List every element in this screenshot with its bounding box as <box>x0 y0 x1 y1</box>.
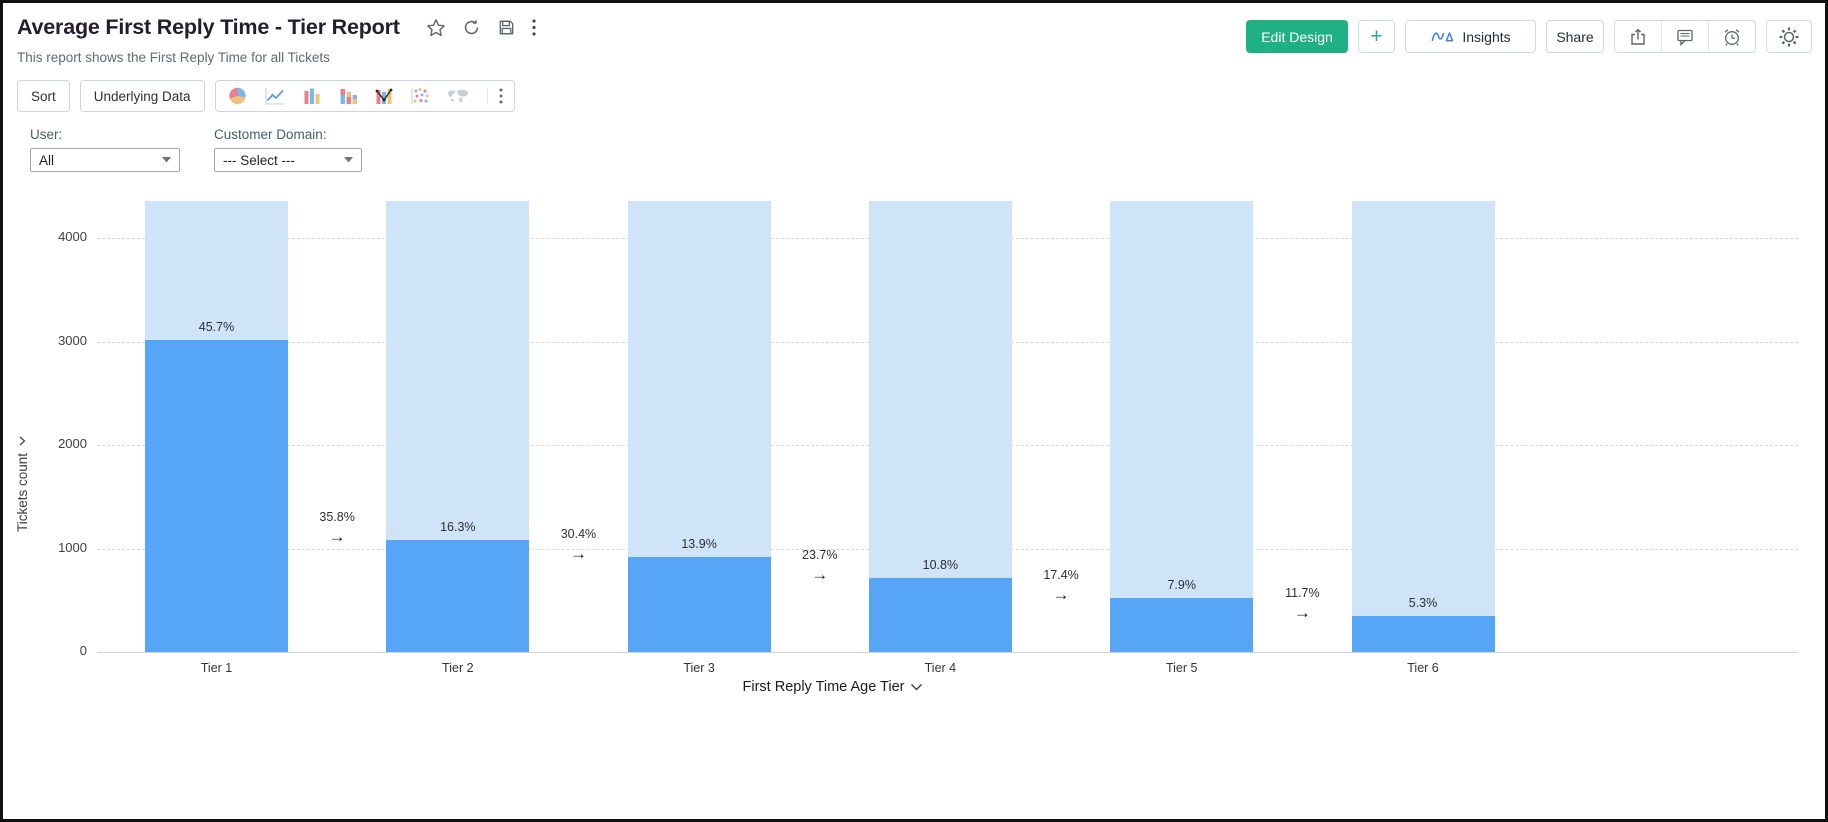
report-description: This report shows the First Reply Time f… <box>17 50 330 65</box>
bar-percent-label: 7.9% <box>1167 578 1196 593</box>
conversion-step: 35.8% → <box>292 510 382 546</box>
chart-canvas: Tickets count First Reply Time Age Tier … <box>3 193 1825 725</box>
customer-domain-filter-select[interactable]: --- Select --- <box>214 148 362 172</box>
bar-segment[interactable] <box>386 540 530 652</box>
y-tick-label: 4000 <box>58 229 87 245</box>
caret-down-icon <box>162 157 171 163</box>
edit-design-button[interactable]: Edit Design <box>1246 20 1348 53</box>
header-icon-group <box>1614 20 1756 53</box>
scatter-chart-icon[interactable] <box>410 86 430 106</box>
y-axis-title-text: Tickets count <box>15 452 30 533</box>
bar-background <box>1351 201 1495 652</box>
category-label: Tier 5 <box>1165 661 1198 675</box>
page-title: Average First Reply Time - Tier Report <box>17 15 400 39</box>
bar-chart-icon[interactable] <box>302 86 322 106</box>
x-axis-title-text: First Reply Time Age Tier <box>742 679 905 695</box>
user-filter-label: User: <box>30 127 63 142</box>
chart-type-switcher <box>214 80 515 112</box>
header-actions: Edit Design + Insights Share <box>1246 20 1812 53</box>
sort-button[interactable]: Sort <box>17 80 70 112</box>
conversion-step: 17.4% → <box>1016 568 1106 604</box>
bar-percent-label: 10.8% <box>922 558 959 573</box>
conversion-step: 11.7% → <box>1257 586 1347 622</box>
bar-segment[interactable] <box>627 557 771 652</box>
bar-background <box>1110 201 1254 652</box>
alerts-alarm-icon[interactable] <box>1708 21 1755 52</box>
bar-percent-label: 13.9% <box>681 537 717 552</box>
y-axis-title-wrap: Tickets count <box>15 358 30 608</box>
line-chart-icon[interactable] <box>264 86 286 106</box>
conversion-percent-label: 35.8% <box>319 510 355 525</box>
insights-button-label: Insights <box>1462 28 1511 45</box>
bar-percent-label: 16.3% <box>440 520 476 535</box>
category-label: Tier 3 <box>683 661 715 675</box>
conversion-percent-label: 23.7% <box>802 548 838 563</box>
category-label: Tier 1 <box>200 661 233 675</box>
right-arrow-icon: → <box>1293 602 1311 622</box>
add-button[interactable]: + <box>1358 20 1395 53</box>
export-icon[interactable] <box>1615 21 1661 52</box>
conversion-percent-label: 17.4% <box>1043 568 1079 583</box>
y-tick-label: 1000 <box>58 539 87 555</box>
underlying-data-button[interactable]: Underlying Data <box>79 80 205 112</box>
y-axis-title[interactable]: Tickets count <box>15 434 30 532</box>
bar-segment[interactable] <box>1110 598 1254 652</box>
favorite-star-icon[interactable] <box>426 18 446 38</box>
zia-insights-icon <box>1430 28 1455 45</box>
user-filter-select[interactable]: All <box>30 148 180 172</box>
user-filter-value: All <box>39 152 55 168</box>
right-arrow-icon: → <box>1052 585 1070 605</box>
y-tick-label: 3000 <box>58 332 87 348</box>
y-tick-label: 0 <box>79 643 87 658</box>
category-label: Tier 6 <box>1407 661 1439 675</box>
customer-domain-filter: Customer Domain: --- Select --- <box>214 127 362 172</box>
customer-domain-filter-label: Customer Domain: <box>214 127 327 142</box>
bar-percent-label: 5.3% <box>1408 595 1438 610</box>
pie-chart-icon[interactable] <box>227 86 248 106</box>
conversion-percent-label: 11.7% <box>1285 585 1320 600</box>
right-arrow-icon: → <box>811 565 829 585</box>
share-button[interactable]: Share <box>1546 20 1604 53</box>
filter-bar: User: All Customer Domain: --- Select --… <box>30 127 362 172</box>
right-arrow-icon: → <box>328 527 346 547</box>
x-axis-title[interactable]: First Reply Time Age Tier <box>693 679 973 695</box>
y-tick-label: 2000 <box>58 436 87 452</box>
bar-segment[interactable] <box>145 339 288 652</box>
insights-button[interactable]: Insights <box>1405 20 1536 53</box>
x-axis-line <box>97 652 1798 653</box>
conversion-step: 30.4% → <box>533 527 623 563</box>
bar-background <box>868 201 1012 652</box>
save-icon[interactable] <box>497 18 516 37</box>
conversion-step: 23.7% → <box>775 548 865 584</box>
refresh-icon[interactable] <box>462 18 481 37</box>
map-chart-icon[interactable] <box>446 88 470 105</box>
caret-down-icon <box>344 157 353 163</box>
report-toolbar: Sort Underlying Data <box>17 80 515 112</box>
report-header: Average First Reply Time - Tier Report <box>17 15 536 40</box>
x-axis-chevron-down-icon <box>911 683 923 690</box>
customer-domain-filter-value: --- Select --- <box>223 152 295 168</box>
combo-chart-icon[interactable] <box>374 86 394 106</box>
user-filter: User: All <box>30 127 180 172</box>
right-arrow-icon: → <box>569 544 587 564</box>
more-options-kebab-icon[interactable] <box>532 19 536 36</box>
comments-icon[interactable] <box>1661 21 1708 52</box>
y-axis-chevron-icon <box>20 436 26 446</box>
conversion-percent-label: 30.4% <box>560 527 597 542</box>
bar-percent-label: 45.7% <box>198 319 235 334</box>
more-chart-types-kebab-icon[interactable] <box>486 88 503 104</box>
settings-gear-icon[interactable] <box>1766 20 1812 53</box>
category-label: Tier 4 <box>924 661 957 675</box>
bar-segment[interactable] <box>1351 615 1495 652</box>
bar-segment[interactable] <box>868 578 1012 652</box>
category-label: Tier 2 <box>442 661 474 675</box>
stacked-bar-chart-icon[interactable] <box>338 86 358 106</box>
